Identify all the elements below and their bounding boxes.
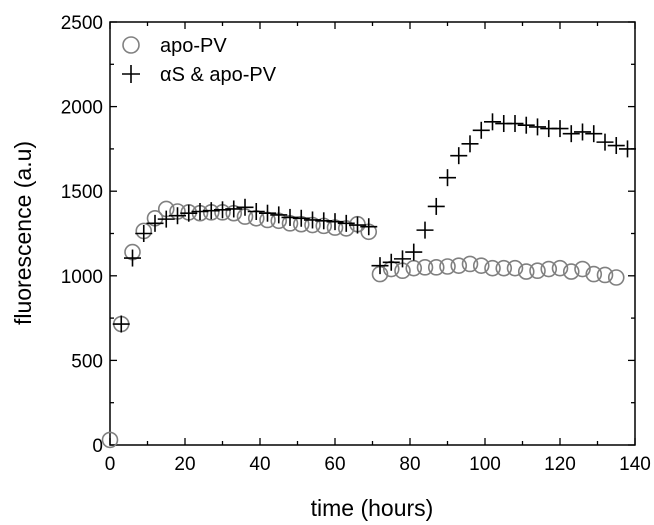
- axis-ticks: [109, 21, 636, 446]
- point-as-apo-pv: [529, 118, 546, 136]
- point-as-apo-pv: [304, 211, 321, 229]
- point-apo-pv: [529, 262, 546, 280]
- x-axis-title: time (hours): [311, 495, 434, 521]
- x-tick-label: 0: [105, 454, 116, 475]
- point-as-apo-pv: [439, 169, 456, 187]
- point-apo-pv: [439, 258, 456, 275]
- point-as-apo-pv: [124, 249, 141, 267]
- point-as-apo-pv: [225, 200, 243, 218]
- point-as-apo-pv: [259, 204, 276, 222]
- point-apo-pv: [506, 259, 524, 277]
- point-apo-pv: [540, 260, 558, 278]
- x-tick-label: 100: [469, 454, 501, 475]
- axis-tick-labels: 0 20 40 60 80 100 120 140 0 500 1000 1500 2000 2500: [61, 13, 651, 475]
- point-as-apo-pv: [585, 125, 603, 143]
- point-as-apo-pv: [416, 221, 434, 239]
- y-tick-label: 2000: [61, 98, 103, 119]
- point-apo-pv: [607, 269, 625, 286]
- point-as-apo-pv: [337, 214, 355, 232]
- point-as-apo-pv: [619, 140, 636, 158]
- point-as-apo-pv: [146, 214, 164, 232]
- point-as-apo-pv: [236, 198, 254, 216]
- x-tick-label: 120: [544, 454, 576, 475]
- legend-marker-as-apo-pv: [122, 65, 140, 83]
- point-as-apo-pv: [349, 216, 366, 234]
- legend: apo-PV αS & apo-PV: [122, 35, 277, 86]
- x-tick-label: 140: [619, 454, 651, 475]
- point-as-apo-pv: [551, 120, 569, 138]
- y-tick-label: 2500: [61, 13, 103, 34]
- point-apo-pv: [416, 259, 434, 276]
- point-as-apo-pv: [202, 202, 220, 220]
- legend-label-apo-pv: apo-PV: [160, 35, 227, 57]
- point-as-apo-pv: [360, 218, 378, 236]
- point-as-apo-pv: [562, 125, 580, 143]
- point-as-apo-pv: [326, 213, 344, 231]
- point-apo-pv: [472, 257, 490, 274]
- point-as-apo-pv: [169, 207, 186, 225]
- point-apo-pv: [495, 259, 513, 277]
- x-tick-label: 80: [399, 454, 420, 475]
- point-as-apo-pv: [506, 115, 524, 133]
- point-as-apo-pv: [315, 212, 333, 230]
- point-apo-pv: [450, 257, 468, 274]
- x-tick-label: 20: [174, 454, 195, 475]
- point-apo-pv: [405, 259, 423, 277]
- point-apo-pv: [461, 255, 479, 273]
- point-apo-pv: [596, 266, 614, 284]
- point-apo-pv: [517, 263, 535, 280]
- point-as-apo-pv: [292, 209, 310, 227]
- point-as-apo-pv: [281, 208, 299, 226]
- x-tick-label: 60: [324, 454, 345, 475]
- point-as-apo-pv: [270, 206, 288, 224]
- point-as-apo-pv: [484, 113, 501, 131]
- legend-marker-apo-pv: [122, 36, 140, 54]
- point-as-apo-pv: [472, 121, 490, 139]
- point-as-apo-pv: [394, 250, 411, 268]
- point-apo-pv: [484, 259, 501, 277]
- y-tick-label: 1000: [61, 267, 103, 288]
- point-as-apo-pv: [247, 203, 265, 221]
- point-apo-pv: [574, 260, 591, 278]
- point-as-apo-pv: [596, 133, 614, 151]
- point-as-apo-pv: [371, 257, 389, 275]
- y-tick-label: 1500: [61, 182, 103, 203]
- x-tick-label: 40: [249, 454, 270, 475]
- point-as-apo-pv: [427, 197, 445, 215]
- point-apo-pv: [551, 259, 569, 277]
- point-as-apo-pv: [517, 116, 535, 134]
- point-as-apo-pv: [450, 147, 468, 165]
- point-apo-pv: [562, 263, 580, 280]
- data-points: [101, 113, 636, 449]
- point-as-apo-pv: [157, 210, 175, 228]
- point-as-apo-pv: [180, 204, 198, 222]
- point-apo-pv: [427, 259, 445, 276]
- y-axis-title: fluorescence (a.u): [10, 141, 36, 325]
- point-apo-pv: [101, 431, 119, 449]
- point-as-apo-pv: [382, 253, 400, 271]
- point-as-apo-pv: [405, 243, 423, 261]
- point-apo-pv: [585, 265, 603, 283]
- point-as-apo-pv: [112, 315, 130, 333]
- point-as-apo-pv: [135, 225, 153, 242]
- y-tick-label: 0: [92, 436, 103, 457]
- y-tick-label: 500: [71, 351, 103, 372]
- legend-label-as-apo-pv: αS & apo-PV: [160, 64, 277, 86]
- point-as-apo-pv: [214, 201, 231, 219]
- point-as-apo-pv: [191, 203, 209, 221]
- point-as-apo-pv: [607, 137, 625, 155]
- point-as-apo-pv: [461, 135, 479, 153]
- point-as-apo-pv: [574, 123, 591, 141]
